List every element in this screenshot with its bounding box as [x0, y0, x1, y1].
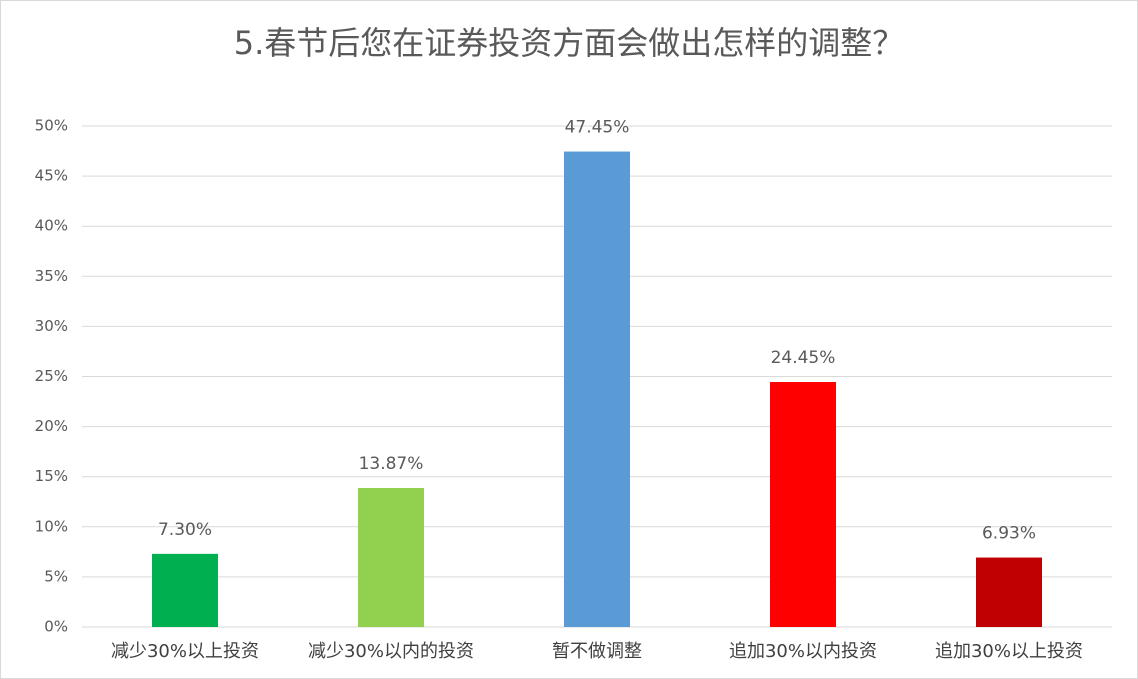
bar [976, 557, 1042, 627]
bar [152, 553, 218, 627]
value-label: 24.45% [771, 348, 836, 368]
x-tick-label: 减少30%以上投资 [111, 641, 259, 662]
bar [358, 488, 424, 627]
y-tick-label: 25% [35, 367, 68, 385]
x-tick-label: 暂不做调整 [552, 641, 642, 662]
bar [564, 151, 630, 627]
y-tick-label: 5% [44, 567, 68, 585]
y-tick-label: 50% [35, 117, 68, 135]
y-tick-label: 20% [35, 417, 68, 435]
x-tick-label: 追加30%以上投资 [935, 641, 1083, 662]
value-label: 6.93% [982, 524, 1036, 544]
chart-title: 5.春节后您在证券投资方面会做出怎样的调整？ [234, 24, 905, 62]
y-tick-label: 30% [35, 317, 68, 335]
x-tick-label: 减少30%以内的投资 [308, 641, 474, 662]
value-label: 47.45% [565, 118, 630, 138]
y-tick-label: 35% [35, 267, 68, 285]
bar [770, 382, 836, 627]
y-tick-label: 40% [35, 217, 68, 235]
y-tick-label: 15% [35, 467, 68, 485]
x-tick-label: 追加30%以内投资 [729, 641, 877, 662]
y-tick-label: 10% [35, 517, 68, 535]
y-tick-label: 45% [35, 167, 68, 185]
value-label: 7.30% [158, 520, 212, 540]
value-label: 13.87% [359, 454, 424, 474]
y-tick-label: 0% [44, 618, 68, 636]
